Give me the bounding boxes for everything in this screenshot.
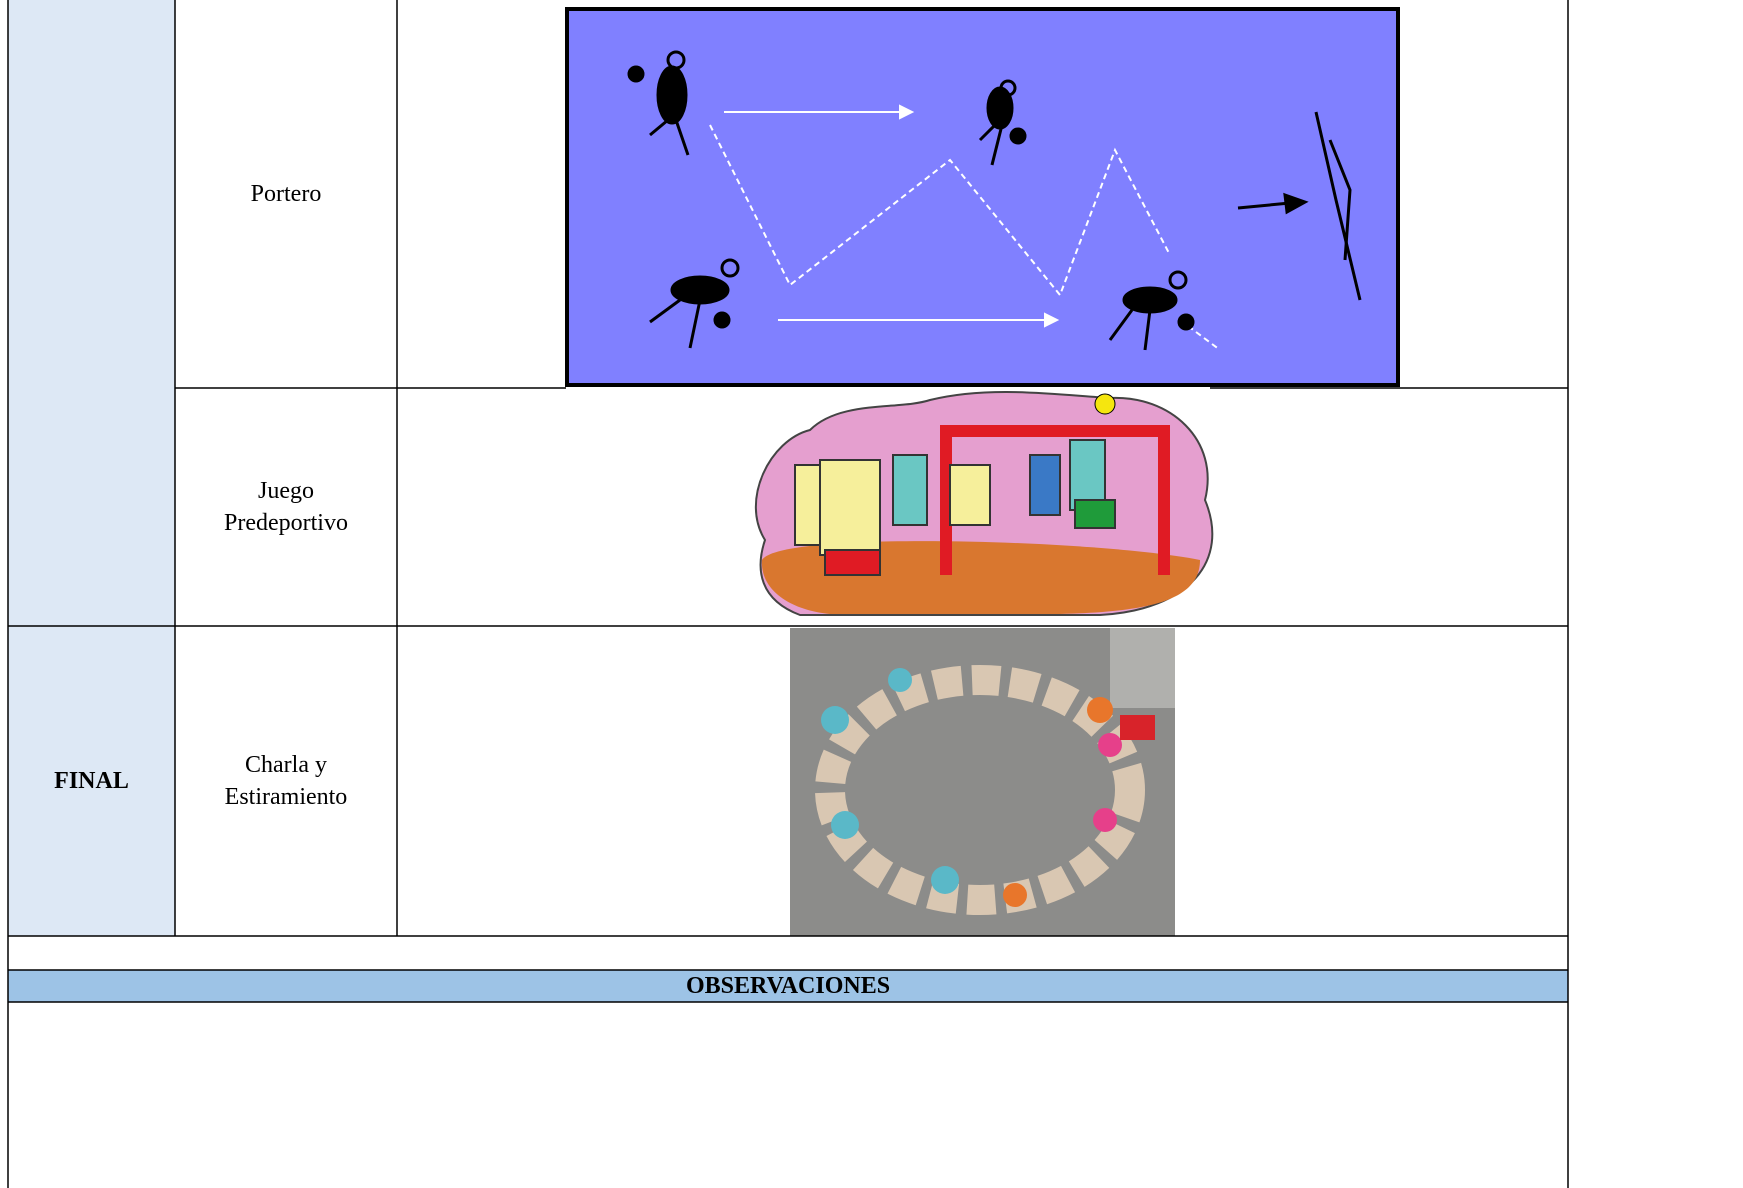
observations-title: OBSERVACIONES <box>685 972 891 999</box>
activity-label: Charla y Estiramiento <box>224 751 348 810</box>
game-cartoon <box>754 390 1214 616</box>
group-photo <box>790 628 1175 936</box>
stage-cell: FINAL <box>8 626 175 936</box>
observations-header-bg <box>8 970 1568 1002</box>
stage-column-bg <box>8 0 175 936</box>
activity-label: Portero <box>250 180 322 207</box>
stage-label: FINAL <box>54 767 129 794</box>
table-borders <box>7 0 1569 1188</box>
activity-cell: Juego Predeportivo <box>175 388 397 626</box>
activity-label: Juego Predeportivo <box>224 477 348 536</box>
activity-cell: Portero <box>175 0 397 388</box>
observations-header: OBSERVACIONES <box>8 970 1568 1002</box>
drill-diagram <box>565 7 1400 387</box>
activity-cell: Charla y Estiramiento <box>175 626 397 936</box>
